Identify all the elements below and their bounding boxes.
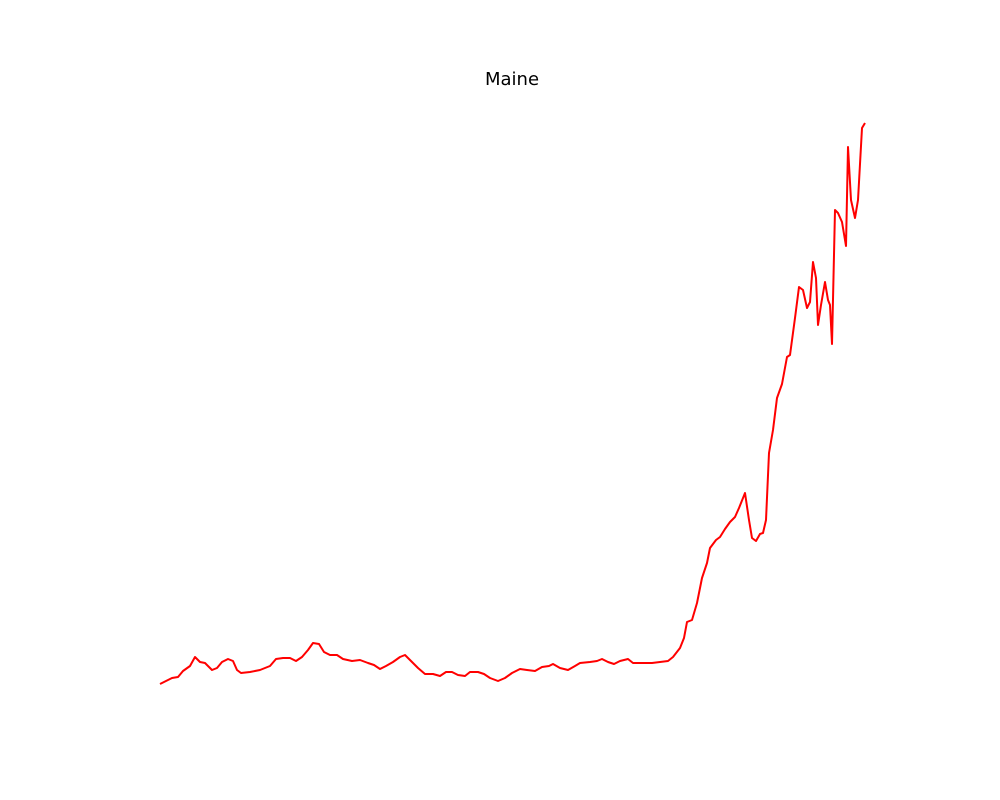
- chart-title: Maine: [485, 69, 539, 90]
- data-line: [159, 122, 866, 685]
